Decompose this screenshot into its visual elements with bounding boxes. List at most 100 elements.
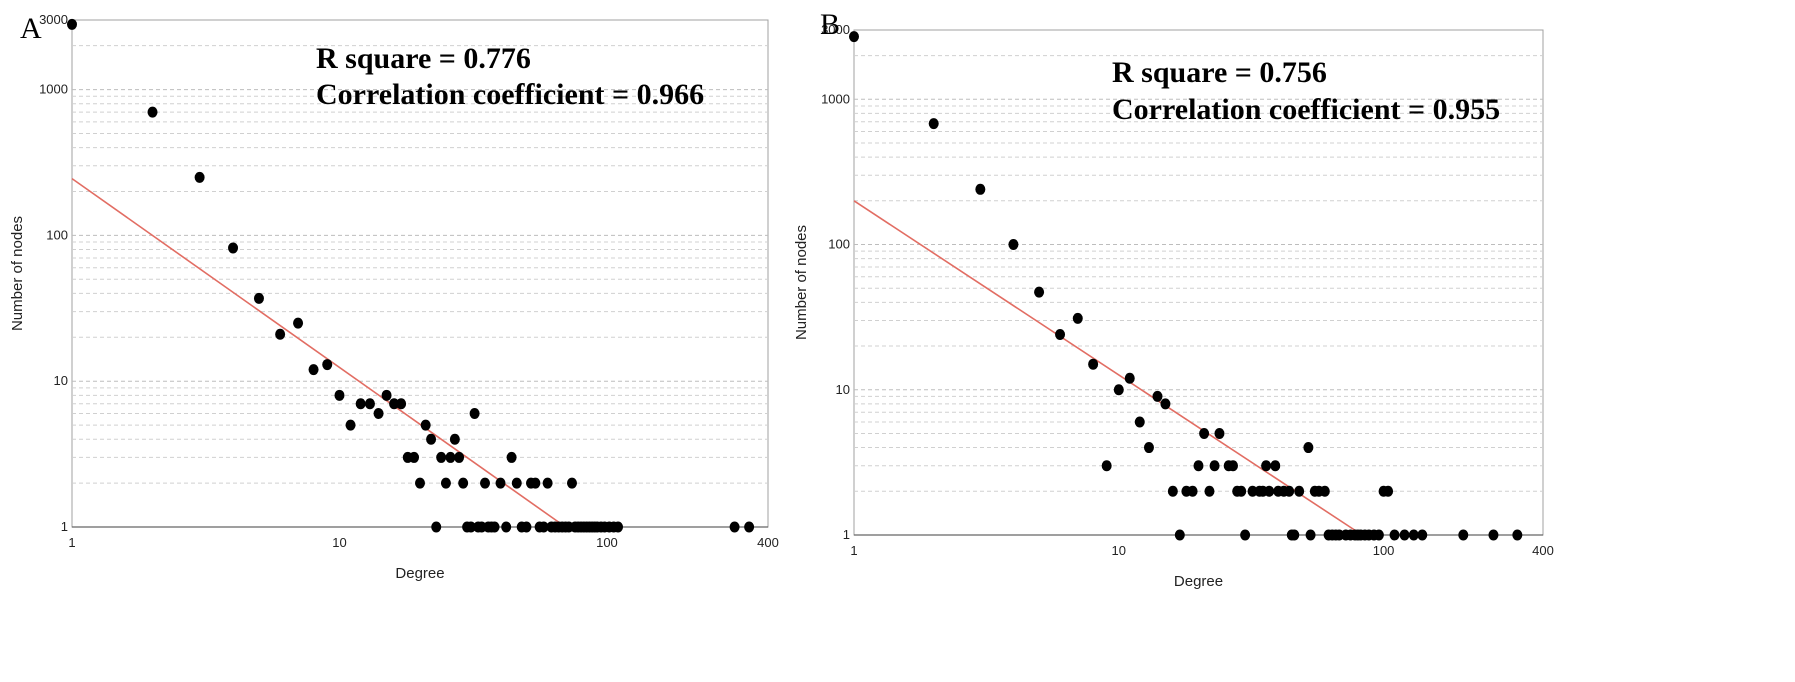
data-point <box>1408 529 1419 541</box>
data-point <box>538 521 549 533</box>
data-point <box>1193 460 1204 472</box>
data-point <box>1187 485 1198 497</box>
data-point <box>506 451 517 463</box>
data-point <box>1228 460 1239 472</box>
data-point <box>1284 485 1295 497</box>
data-point <box>1270 460 1281 472</box>
data-point <box>729 521 740 533</box>
data-point <box>345 419 356 431</box>
data-point <box>1034 286 1045 298</box>
data-point <box>373 408 384 420</box>
x-tick-label: 100 <box>596 535 618 550</box>
panel-letter: A <box>20 12 42 45</box>
data-point <box>426 433 437 445</box>
data-point <box>415 477 425 489</box>
data-point <box>1152 390 1163 402</box>
data-point <box>1113 384 1124 396</box>
data-point <box>449 433 460 445</box>
data-point <box>1399 529 1410 541</box>
data-point <box>334 389 345 401</box>
x-tick-label: 400 <box>1532 543 1554 558</box>
plot-area <box>853 29 1544 536</box>
panel-a: 1 10 100 1000 3000 1 10 100 400 Degree Number of n… <box>9 12 779 582</box>
data-point <box>1488 529 1499 541</box>
data-point <box>1134 416 1145 428</box>
data-point <box>1055 329 1066 341</box>
y-tick-label: 1000 <box>821 91 850 106</box>
data-point <box>440 477 451 489</box>
regression-line <box>71 177 566 528</box>
data-point <box>454 451 465 463</box>
x-axis-label: Degree <box>1174 573 1223 590</box>
data-point <box>1174 529 1185 541</box>
data-point <box>381 389 392 401</box>
y-tick-label: 3000 <box>821 22 850 37</box>
panel-letter: B <box>820 8 840 41</box>
data-point <box>1204 485 1215 497</box>
y-tick-label: 100 <box>828 237 850 252</box>
data-point <box>389 398 400 410</box>
x-tick-label: 100 <box>1373 543 1395 558</box>
y-tick-label: 1 <box>843 527 850 542</box>
data-point <box>1160 398 1171 410</box>
data-point <box>1417 529 1428 541</box>
data-point <box>928 118 939 130</box>
data-point <box>489 521 500 533</box>
x-tick-label: 400 <box>757 535 779 550</box>
data-point <box>1373 529 1384 541</box>
data-point <box>511 477 522 489</box>
data-point <box>1305 529 1316 541</box>
y-axis-label: Number of nodes <box>9 216 26 331</box>
y-axis-label: Number of nodes <box>793 225 810 340</box>
data-point <box>744 521 755 533</box>
data-point <box>436 451 447 463</box>
regression-line <box>853 200 1363 536</box>
data-point <box>849 31 859 43</box>
data-point <box>1072 312 1083 324</box>
data-point <box>67 18 77 30</box>
r-square-annotation: R square = 0.756 <box>1112 56 1327 89</box>
data-point <box>228 242 239 254</box>
data-point <box>1383 485 1394 497</box>
data-point <box>1294 485 1305 497</box>
r-square-annotation: R square = 0.776 <box>316 42 531 75</box>
data-point <box>1247 485 1258 497</box>
data-point <box>275 328 286 340</box>
data-point <box>480 477 491 489</box>
y-tick-label: 100 <box>46 227 68 242</box>
x-axis-label: Degree <box>395 565 444 582</box>
y-tick-label: 10 <box>54 373 68 388</box>
data-point <box>409 451 420 463</box>
correlation-annotation: Correlation coefficient = 0.955 <box>1112 93 1500 126</box>
data-point <box>495 477 506 489</box>
data-point <box>364 398 375 410</box>
data-point <box>1240 529 1251 541</box>
data-point <box>322 359 333 371</box>
data-point <box>1209 460 1220 472</box>
data-point <box>501 521 512 533</box>
data-point <box>1124 372 1135 384</box>
y-tick-label: 1 <box>61 519 68 534</box>
data-point <box>431 521 442 533</box>
data-point <box>1167 485 1178 497</box>
y-tick-label: 10 <box>836 382 850 397</box>
data-point <box>1143 442 1154 454</box>
data-point <box>465 521 476 533</box>
data-point <box>1264 485 1275 497</box>
data-point <box>396 398 407 410</box>
data-point <box>1214 427 1225 439</box>
x-tick-label: 10 <box>332 535 346 550</box>
data-point <box>1261 460 1272 472</box>
data-point <box>1236 485 1247 497</box>
panel-b: 1 10 100 1000 3000 1 10 100 400 Degree Number of n… <box>793 8 1554 590</box>
x-tick-label: 1 <box>850 543 857 558</box>
data-point <box>1101 460 1112 472</box>
data-point <box>1303 442 1314 454</box>
data-point <box>147 106 158 118</box>
data-point <box>253 292 264 304</box>
correlation-annotation: Correlation coefficient = 0.966 <box>316 78 704 111</box>
x-tick-label: 1 <box>68 535 75 550</box>
data-point <box>308 364 319 376</box>
data-point <box>542 477 553 489</box>
data-point <box>521 521 532 533</box>
